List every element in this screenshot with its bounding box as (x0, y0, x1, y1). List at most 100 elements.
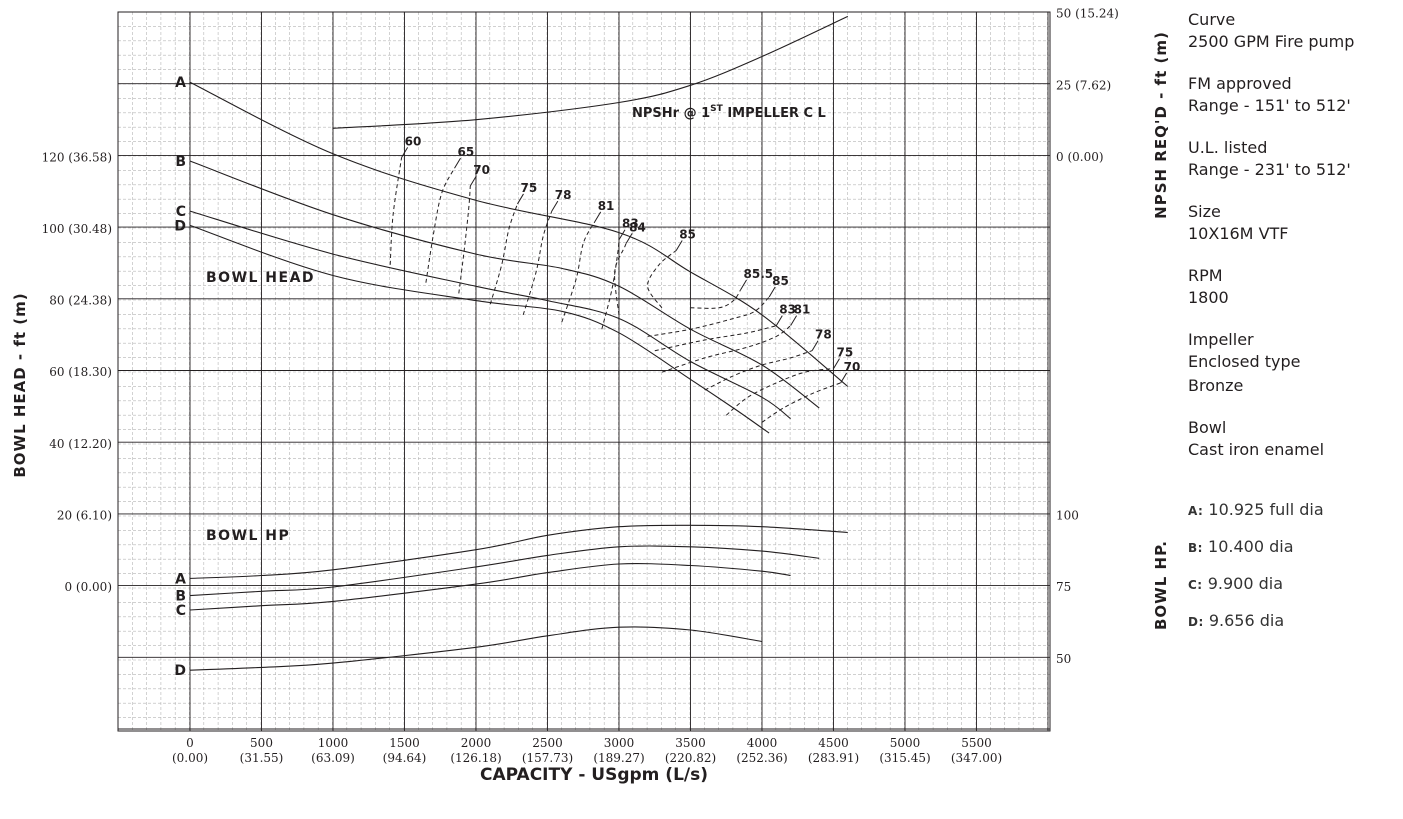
diameter-value: 10.400 dia (1202, 537, 1294, 556)
efficiency-label: 84 (629, 220, 646, 234)
left-y-axis-title: BOWL HEAD - ft (m) (11, 292, 29, 477)
diameter-value: 10.925 full dia (1203, 500, 1324, 519)
efficiency-label: 81 (598, 199, 615, 213)
npsh-tick-label: 50 (15.24) (1056, 7, 1119, 21)
head-curve-b (189, 160, 820, 409)
efficiency-label: 85 (772, 274, 789, 288)
y-tick-label: 20 (6.10) (57, 508, 112, 522)
efficiency-contour (601, 239, 620, 330)
x-axis-title: CAPACITY - USgpm (L/s) (480, 765, 708, 785)
minor-grid (118, 12, 1050, 731)
efficiency-contour (425, 167, 455, 283)
efficiency-contour (614, 242, 627, 315)
x-tick-label-metric: (126.18) (450, 751, 501, 765)
x-tick-label: 3000 (604, 736, 635, 750)
hp-curve-b (189, 545, 820, 597)
x-tick-label: 1000 (318, 736, 349, 750)
head-curve-d (189, 224, 770, 434)
efficiency-leader (454, 157, 461, 169)
diameter-key: B: (1188, 541, 1203, 555)
diameter-row: C: 9.900 dia (1188, 574, 1283, 593)
x-tick-label-metric: (157.73) (522, 751, 573, 765)
npsh-annotation-pre: NPSHr @ 1 (632, 106, 710, 121)
efficiency-label: 78 (815, 328, 832, 342)
y-tick-label: 0 (0.00) (64, 580, 112, 594)
head-curve-a (189, 81, 849, 387)
efficiency-leader (768, 286, 776, 298)
efficiency-leader (401, 147, 409, 158)
y-tick-label: 80 (24.38) (49, 294, 112, 308)
efficiency-contours (389, 147, 848, 423)
diameter-row: D: 9.656 dia (1188, 611, 1284, 630)
efficiency-contour (704, 350, 813, 391)
npsh-tick-label: 25 (7.62) (1056, 78, 1111, 92)
efficiency-label: 83 (779, 303, 796, 317)
x-tick-label: 5000 (890, 736, 921, 750)
efficiency-leader (594, 211, 602, 223)
efficiency-label: 75 (520, 181, 537, 195)
spec-title: RPM (1188, 266, 1223, 285)
efficiency-leader (775, 315, 783, 326)
efficiency-label: 81 (794, 303, 811, 317)
hp-axis-title: BOWL HP. (1152, 540, 1170, 630)
efficiency-label: 75 (837, 346, 854, 360)
spec-title: Impeller (1188, 330, 1254, 349)
x-tick-label: 2500 (532, 736, 563, 750)
head-curve-label: A (175, 75, 186, 91)
y-tick-label: 100 (30.48) (42, 222, 112, 236)
hp-curve-label: A (175, 571, 186, 587)
efficiency-contour (489, 203, 518, 305)
x-tick-label-metric: (63.09) (311, 751, 355, 765)
hp-curve-c (189, 563, 791, 611)
efficiency-label: 78 (555, 188, 572, 202)
y-tick-label: 60 (18.30) (49, 365, 112, 379)
npsh-axis-title: NPSH REQ'D - ft (m) (1152, 31, 1170, 219)
x-tick-label-metric: (315.45) (879, 751, 930, 765)
npsh-tick-label: 0 (0.00) (1056, 150, 1104, 164)
efficiency-contour (389, 157, 403, 265)
hp-tick-label: 75 (1056, 580, 1071, 594)
x-tick-label-metric: (31.55) (240, 751, 284, 765)
hp-curve-d (189, 626, 763, 671)
spec-title: Size (1188, 202, 1221, 221)
bowl-head-label: BOWL HEAD (206, 270, 315, 286)
efficiency-leader (833, 358, 840, 369)
npsh-curve (332, 15, 849, 129)
efficiency-leader (469, 175, 477, 187)
npsh-annotation-post: IMPELLER C L (723, 106, 826, 121)
efficiency-label: 70 (473, 163, 490, 177)
diameter-row: A: 10.925 full dia (1188, 500, 1324, 519)
efficiency-leader (790, 315, 798, 326)
diameter-key: A: (1188, 504, 1204, 518)
spec-title: Curve (1188, 10, 1236, 29)
x-tick-label: 1500 (389, 736, 420, 750)
hp-curve-label: C (176, 603, 186, 619)
spec-value: 2500 GPM Fire pump (1188, 32, 1355, 51)
spec-title: Bowl (1188, 418, 1227, 437)
efficiency-contour (647, 296, 770, 337)
y-tick-label: 120 (36.58) (42, 150, 112, 164)
spec-value: Range - 151' to 512' (1188, 96, 1351, 115)
efficiency-label: 85.5 (744, 267, 774, 281)
x-tick-label-metric: (189.27) (593, 751, 644, 765)
spec-value: Range - 231' to 512' (1188, 160, 1351, 179)
npsh-annotation: NPSHr @ 1ST IMPELLER C L (632, 104, 826, 121)
efficiency-contour (661, 325, 791, 373)
efficiency-contour (458, 185, 471, 294)
x-tick-label: 0 (186, 736, 194, 750)
x-tick-label: 2000 (461, 736, 492, 750)
plot-frame (117, 11, 1051, 732)
diameter-value: 9.900 dia (1202, 574, 1283, 593)
x-tick-label: 4000 (747, 736, 778, 750)
efficiency-leader (618, 229, 626, 240)
hp-curve-label: D (174, 663, 186, 679)
diameter-row: B: 10.400 dia (1188, 537, 1294, 556)
x-tick-label: 4500 (818, 736, 849, 750)
x-tick-label-metric: (220.82) (665, 751, 716, 765)
chart-labels: 0(0.00) 500(31.55) 1000(63.09) 1500(94.64) 2… (42, 7, 1119, 766)
x-tick-label: 3500 (675, 736, 706, 750)
bowl-hp-label: BOWL HP (206, 528, 290, 544)
x-tick-label-metric: (252.36) (736, 751, 787, 765)
spec-title: FM approved (1188, 74, 1292, 93)
